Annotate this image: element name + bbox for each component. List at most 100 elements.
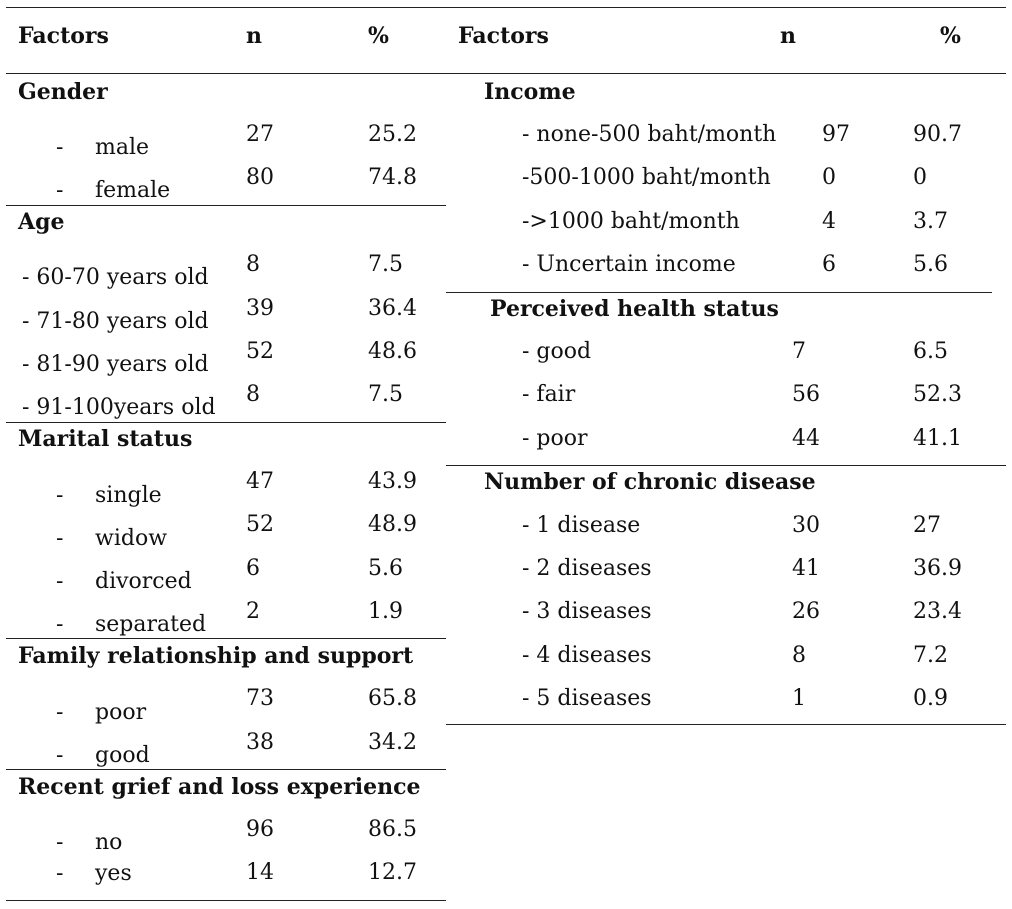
left-rule-family — [6, 769, 446, 770]
row-n: 52 — [246, 339, 274, 364]
row-pct: 27 — [913, 513, 941, 538]
row-pct: 36.9 — [913, 556, 962, 581]
row-dash: - — [56, 861, 64, 886]
row-n: 6 — [822, 252, 836, 277]
row-dash: - — [56, 526, 64, 551]
row-pct: 48.9 — [368, 512, 417, 537]
row-pct: 65.8 — [368, 686, 417, 711]
row-pct: 0.9 — [913, 686, 948, 711]
row-pct: 48.6 — [368, 339, 417, 364]
row-pct: 43.9 — [368, 469, 417, 494]
row-pct: 12.7 — [368, 860, 417, 885]
table-top-rule — [6, 7, 1006, 8]
row-label: widow — [95, 526, 168, 551]
row-dash: - — [56, 569, 64, 594]
row-pct: 52.3 — [913, 382, 962, 407]
row-label: good — [95, 743, 150, 768]
row-n: 7 — [792, 339, 806, 364]
row-n: 80 — [246, 165, 274, 190]
section-title: Family relationship and support — [18, 643, 414, 669]
row-label: - poor — [522, 426, 588, 451]
row-label: poor — [95, 700, 147, 725]
section-title: Income — [484, 79, 576, 105]
row-pct: 5.6 — [913, 252, 948, 277]
row-label: - 5 diseases — [522, 686, 652, 711]
row-n: 0 — [822, 165, 836, 190]
row-dash: - — [56, 135, 64, 160]
right-rule-income — [446, 292, 992, 293]
row-label: single — [95, 483, 162, 508]
row-label: - good — [522, 339, 592, 364]
row-pct: 86.5 — [368, 817, 417, 842]
row-label: divorced — [95, 569, 192, 594]
row-pct: 36.4 — [368, 296, 417, 321]
row-pct: 0 — [913, 165, 927, 190]
row-dash: - — [56, 483, 64, 508]
row-n: 8 — [792, 643, 806, 668]
row-label: - 60-70 years old — [22, 265, 209, 290]
row-n: 39 — [246, 296, 274, 321]
row-label: male — [95, 135, 150, 160]
row-n: 41 — [792, 556, 820, 581]
right-header-factors: Factors — [458, 23, 549, 49]
row-label: - 1 disease — [522, 513, 641, 538]
row-dash: - — [56, 830, 64, 855]
row-label: yes — [95, 861, 132, 886]
row-n: 47 — [246, 469, 274, 494]
row-label: - 71-80 years old — [22, 309, 209, 334]
row-pct: 7.2 — [913, 643, 948, 668]
row-pct: 6.5 — [913, 339, 948, 364]
row-dash: - — [56, 743, 64, 768]
row-n: 96 — [246, 817, 274, 842]
row-n: 8 — [246, 252, 260, 277]
row-n: 6 — [246, 556, 260, 581]
right-rule-chronic — [446, 724, 1006, 725]
right-rule-health — [446, 465, 1006, 466]
row-label: separated — [95, 612, 207, 637]
header-bottom-rule — [6, 73, 1006, 74]
row-label: no — [95, 830, 123, 855]
section-title: Marital status — [18, 426, 193, 452]
row-dash: - — [56, 612, 64, 637]
row-n: 38 — [246, 730, 274, 755]
row-n: 52 — [246, 512, 274, 537]
left-rule-marital — [6, 638, 446, 639]
row-dash: - — [56, 178, 64, 203]
section-title: Recent grief and loss experience — [18, 774, 421, 800]
row-n: 2 — [246, 599, 260, 624]
row-n: 26 — [792, 599, 820, 624]
row-n: 56 — [792, 382, 820, 407]
row-label: - 2 diseases — [522, 556, 652, 581]
left-rule-age — [6, 422, 446, 423]
row-n: 30 — [792, 513, 820, 538]
row-pct: 74.8 — [368, 165, 417, 190]
row-label: - none-500 baht/month — [522, 122, 777, 147]
row-pct: 90.7 — [913, 122, 962, 147]
section-title: Number of chronic disease — [484, 469, 816, 495]
row-n: 4 — [822, 209, 836, 234]
row-pct: 34.2 — [368, 730, 417, 755]
section-title: Age — [18, 209, 65, 235]
row-dash: - — [56, 700, 64, 725]
row-n: 1 — [792, 686, 806, 711]
section-title: Gender — [18, 79, 108, 105]
right-header-n: n — [780, 23, 796, 49]
row-pct: 23.4 — [913, 599, 962, 624]
row-pct: 41.1 — [913, 426, 962, 451]
row-label: female — [95, 178, 171, 203]
row-label: -500-1000 baht/month — [522, 165, 771, 190]
row-label: - 4 diseases — [522, 643, 652, 668]
table-bottom-rule — [6, 900, 446, 901]
left-header-n: n — [246, 23, 262, 49]
row-label: ->1000 baht/month — [522, 209, 740, 234]
row-label: - fair — [522, 382, 576, 407]
row-pct: 3.7 — [913, 209, 948, 234]
row-pct: 7.5 — [368, 252, 403, 277]
row-pct: 7.5 — [368, 382, 403, 407]
row-n: 27 — [246, 122, 274, 147]
row-n: 14 — [246, 860, 274, 885]
row-label: - 91-100years old — [22, 395, 216, 420]
right-header-pct: % — [940, 23, 961, 49]
left-header-factors: Factors — [18, 23, 109, 49]
row-pct: 1.9 — [368, 599, 403, 624]
